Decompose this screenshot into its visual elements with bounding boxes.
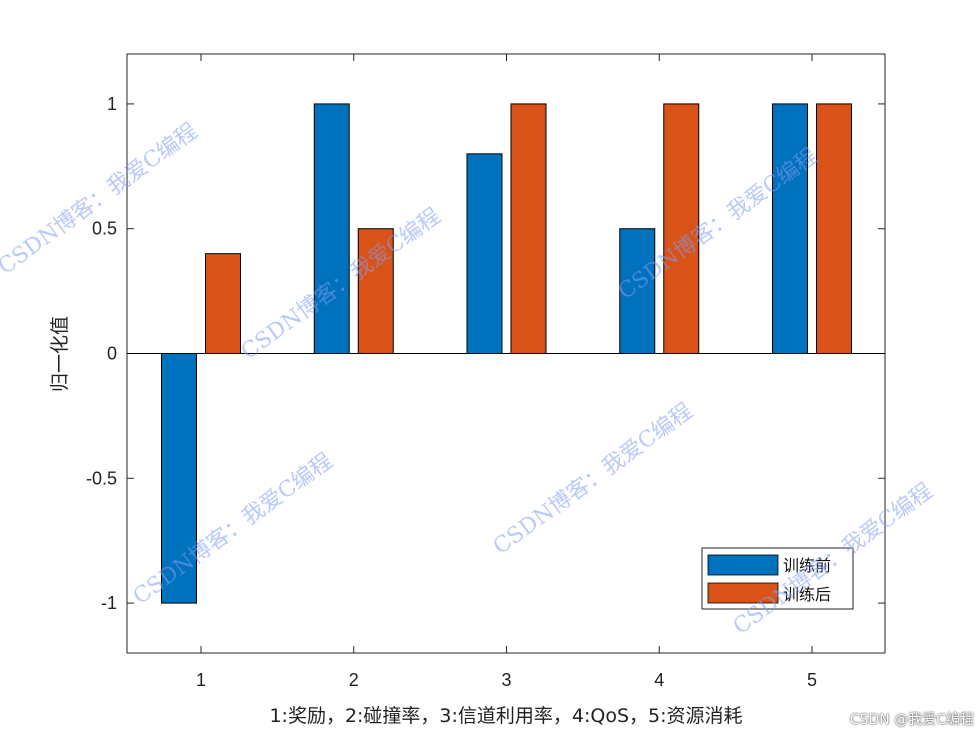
x-axis-label: 1:奖励，2:碰撞率，3:信道利用率，4:QoS，5:资源消耗 <box>269 705 742 727</box>
bar-before-2 <box>313 103 350 354</box>
bar-after-4 <box>663 103 700 354</box>
x-tick-label: 5 <box>807 670 817 690</box>
y-tick-label: -1 <box>101 593 117 613</box>
bar-before-4 <box>619 228 656 354</box>
legend-swatch-after <box>707 582 779 604</box>
bar-before-3 <box>466 153 503 354</box>
bar-after-5 <box>816 103 852 354</box>
y-axis-label: 归一化值 <box>49 316 71 392</box>
x-tick-label: 2 <box>349 670 359 690</box>
bar-after-2 <box>357 228 394 354</box>
y-tick-label: 0 <box>107 344 117 364</box>
y-tick-label: 1 <box>107 94 117 114</box>
bar-after-3 <box>510 103 547 354</box>
bar-before-5 <box>772 103 808 354</box>
x-tick-label: 1 <box>196 670 206 690</box>
y-tick-label: 0.5 <box>92 219 117 239</box>
x-tick-label: 3 <box>501 670 511 690</box>
footer-watermark: CSDN @我爱C编程 <box>849 712 974 728</box>
bars <box>161 103 852 604</box>
legend: 训练前 训练后 <box>701 547 854 610</box>
y-tick-labels: -1 -0.5 0 0.5 1 <box>86 94 117 613</box>
legend-label-before: 训练前 <box>783 556 831 575</box>
y-tick-label: -0.5 <box>86 468 117 488</box>
legend-swatch-before <box>707 554 779 576</box>
legend-label-after: 训练后 <box>783 585 831 604</box>
bar-after-1 <box>205 253 241 355</box>
bar-before-1 <box>161 353 197 604</box>
x-tick-labels: 1 2 3 4 5 <box>196 670 817 690</box>
x-tick-label: 4 <box>654 670 664 690</box>
